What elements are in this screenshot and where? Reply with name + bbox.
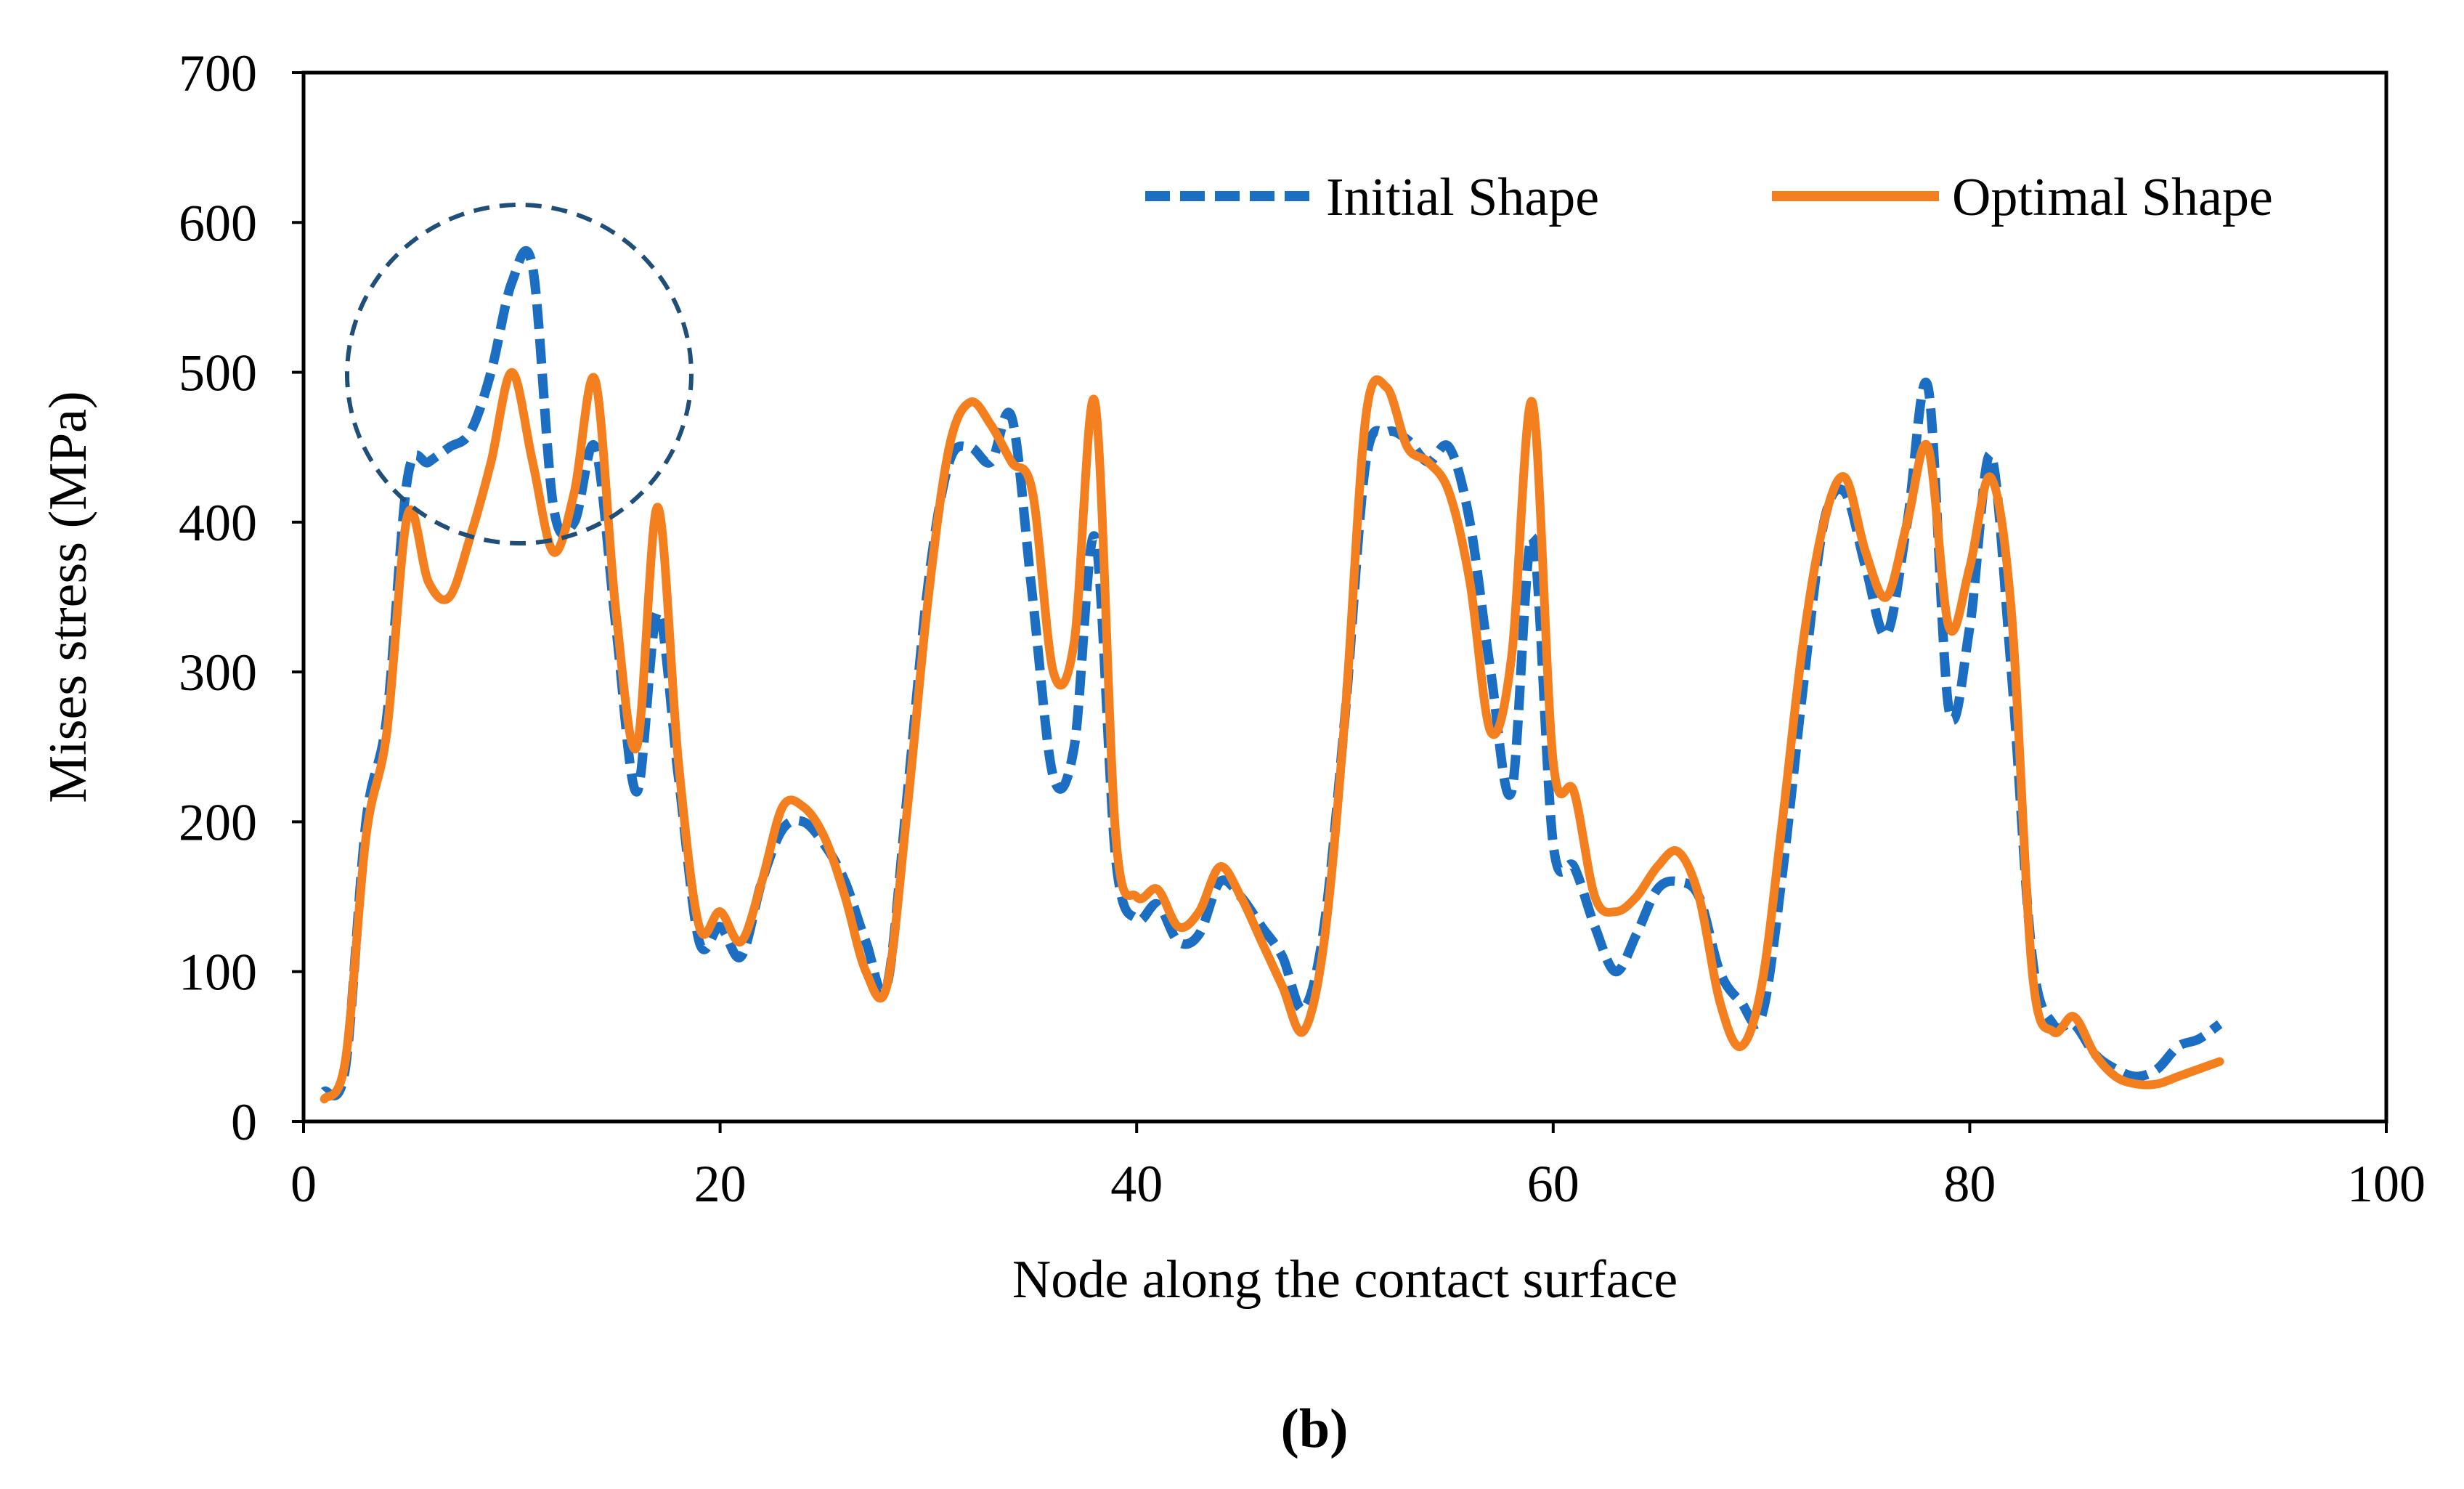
y-axis-title: Mises stress (MPa) — [38, 391, 98, 803]
x-tick-label: 0 — [290, 1155, 317, 1213]
highlight-circle-annotation — [345, 203, 694, 545]
x-tick-label: 60 — [1527, 1155, 1579, 1213]
x-tick-label: 80 — [1943, 1155, 1996, 1213]
legend-label-optimal-shape: Optimal Shape — [1952, 168, 2273, 227]
y-tick-label: 400 — [179, 494, 257, 552]
y-tick-label: 100 — [179, 944, 257, 1002]
x-tick-label: 40 — [1110, 1155, 1163, 1213]
legend-label-initial-shape: Initial Shape — [1326, 168, 1599, 227]
y-tick-label: 200 — [179, 793, 257, 851]
panel-label: (b) — [1281, 1398, 1349, 1459]
y-axis-ticks: 0 100 200 300 400 500 600 700 — [179, 44, 304, 1151]
y-tick-label: 300 — [179, 644, 257, 702]
legend: Initial Shape Optimal Shape — [1145, 168, 2273, 227]
y-tick-label: 700 — [179, 44, 257, 102]
x-axis-title: Node along the contact surface — [1012, 1250, 1678, 1310]
series-layer — [320, 246, 2224, 1104]
y-tick-label: 600 — [179, 194, 257, 252]
series-line-optimal-shape — [320, 368, 2224, 1104]
plot-area-frame — [301, 70, 2388, 1124]
x-tick-label: 20 — [694, 1155, 747, 1213]
y-tick-label: 0 — [231, 1093, 257, 1151]
x-axis-ticks: 0 20 40 60 80 100 — [290, 1121, 2426, 1213]
y-tick-label: 500 — [179, 344, 257, 402]
x-tick-label: 100 — [2347, 1155, 2426, 1213]
